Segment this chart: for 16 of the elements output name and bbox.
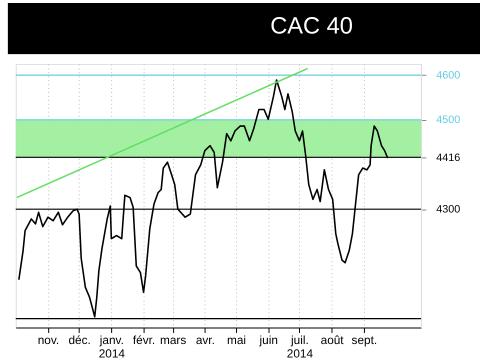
chart-title: CAC 40 <box>270 13 353 40</box>
y-tick-label: 4416 <box>436 152 460 164</box>
y-tick-label: 4300 <box>436 204 460 216</box>
x-tick-label: févr. <box>132 332 156 347</box>
x-tick-label: mai <box>227 332 246 347</box>
x-tick-label: nov. <box>38 332 60 347</box>
x-tick-label: juin <box>258 332 278 347</box>
x-tick-label: juil. 2014 <box>286 332 314 360</box>
x-tick-label: déc. <box>68 332 91 347</box>
x-tick-label: août <box>320 332 344 347</box>
x-tick-label: janv. 2014 <box>98 332 126 360</box>
x-tick-label: avr. <box>196 332 215 347</box>
x-tick-label: mars <box>160 332 186 347</box>
y-tick-label: 4500 <box>436 114 460 126</box>
y-tick-label: 4600 <box>436 70 460 82</box>
x-tick-label: sept. <box>352 332 378 347</box>
